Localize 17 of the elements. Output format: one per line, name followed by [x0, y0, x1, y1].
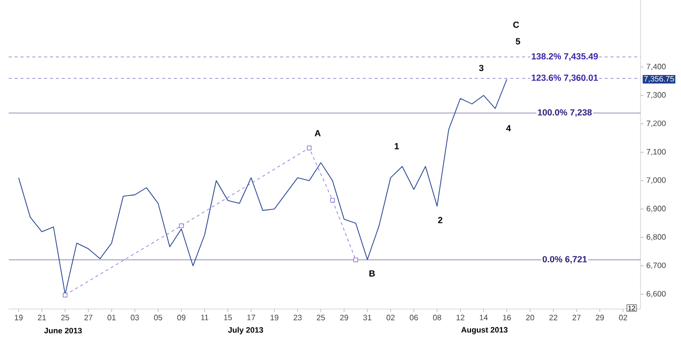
point: [62, 292, 68, 298]
annotation: 4: [506, 125, 511, 132]
annotation: 2: [438, 217, 442, 224]
annotation: 3: [479, 65, 484, 72]
point: [353, 258, 358, 262]
point: [330, 198, 335, 203]
annotation: 1: [394, 143, 399, 150]
annotation: A: [314, 130, 321, 136]
ref-line-label: 100.0% 7,238: [538, 109, 592, 118]
ref-line-label: 0.0% 6,721: [542, 256, 587, 264]
point: [306, 146, 312, 150]
ref-line-label: 138.2% 7,435.49: [532, 53, 598, 61]
point: [179, 224, 184, 228]
ref-line-label: 123.6% 7,360.01: [532, 74, 598, 82]
annotation: C: [513, 22, 520, 28]
annotation: 5: [516, 38, 520, 45]
annotation: B: [369, 270, 375, 277]
